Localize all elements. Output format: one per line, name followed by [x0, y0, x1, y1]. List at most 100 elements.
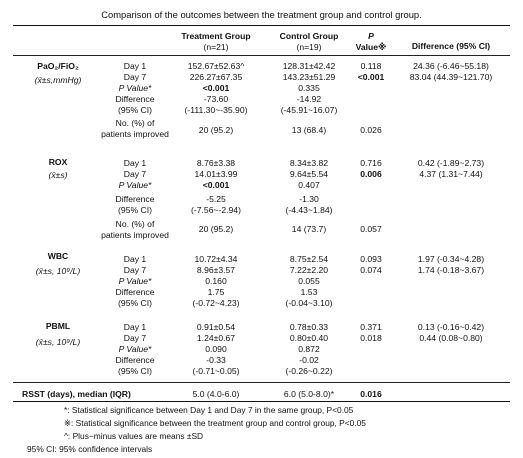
cell-p: 0.026	[360, 125, 382, 135]
cell-p: 0.716	[360, 158, 382, 168]
cell-difference: 0.13 (-0.16~0.42)	[417, 322, 485, 332]
cell-p: 0.057	[360, 224, 382, 234]
cell-control: -1.30	[299, 194, 319, 204]
row-label: No. (%) of	[115, 118, 155, 128]
row-label: Day 7	[123, 169, 147, 179]
cell-treatment: (-0.71~0.05)	[192, 366, 240, 376]
cell-difference: 4.37 (1.31~7.44)	[419, 169, 483, 179]
row-label: Difference	[115, 194, 155, 204]
cell-treatment: (-111.30~-35.90)	[184, 105, 248, 115]
cell-treatment: 8.76±3.38	[196, 158, 236, 168]
cell-difference: 0.44 (0.08~0.80)	[419, 333, 483, 343]
group-wbc-unit: (x̄±s, 10⁹/L)	[35, 266, 81, 276]
cell-difference: 83.04 (44.39~121.70)	[409, 72, 493, 82]
header-difference: Difference (95% CI)	[411, 41, 491, 51]
row-label: P Value*	[118, 83, 152, 93]
cell-control: -0.02	[299, 355, 319, 365]
cell-p: 0.074	[360, 265, 382, 275]
cell-treatment: <0.001	[202, 83, 230, 93]
group-pao2-name: PaO₂/FiO₂	[37, 61, 79, 71]
cell-difference: 1.97 (-0.34~4.28)	[417, 254, 485, 264]
header-control: Control Group	[279, 31, 339, 41]
row-label: Day 7	[123, 265, 147, 275]
row-label: Day 1	[123, 254, 147, 264]
cell-treatment: -5.25	[206, 194, 226, 204]
rsst-label: RSST (days), median (IQR)	[22, 389, 131, 399]
cell-treatment: 1.75	[207, 287, 225, 297]
top-rule	[13, 25, 510, 26]
cell-p: 0.371	[360, 322, 382, 332]
cell-control: (-0.04~3.10)	[285, 298, 333, 308]
row-label: (95% CI)	[118, 105, 152, 115]
table-title: Comparison of the outcomes between the t…	[101, 9, 422, 20]
cell-treatment: <0.001	[202, 180, 230, 190]
cell-control: 0.872	[298, 344, 320, 354]
row-label: (95% CI)	[118, 298, 152, 308]
row-label: (95% CI)	[118, 205, 152, 215]
row-label: patients improved	[101, 230, 169, 240]
group-wbc-name: WBC	[47, 251, 69, 261]
cell-treatment: 1.24±0.67	[196, 333, 236, 343]
cell-control: (-45.91~16.07)	[280, 105, 338, 115]
cell-control: 9.64±5.54	[289, 169, 329, 179]
header-control-n: (n=19)	[296, 42, 322, 52]
cell-treatment: 5.0 (4.0-6.0)	[192, 389, 240, 399]
cell-difference: 1.74 (-0.18~3.67)	[417, 265, 485, 275]
cell-control: 0.407	[298, 180, 320, 190]
cell-treatment: 14.01±3.99	[194, 169, 238, 179]
group-pbml-unit: (x̄±s, 10⁹/L)	[35, 337, 81, 347]
group-rox-unit: (x̄±s)	[48, 170, 68, 180]
cell-control: 7.22±2.20	[289, 265, 329, 275]
rsst-rule	[13, 382, 510, 383]
cell-control: 0.80±0.40	[289, 333, 329, 343]
row-label: P Value*	[118, 344, 152, 354]
cell-difference: 24.36 (-6.46~55.18)	[413, 61, 489, 71]
cell-p: 0.016	[360, 389, 382, 399]
cell-control: 6.0 (5.0-8.0)*	[283, 389, 335, 399]
group-rox-name: ROX	[48, 157, 68, 167]
row-label: Day 1	[123, 61, 147, 71]
row-label: Day 7	[123, 333, 147, 343]
row-label: Day 1	[123, 158, 147, 168]
cell-treatment: 8.96±3.57	[196, 265, 236, 275]
row-label: Difference	[115, 94, 155, 104]
cell-p: 0.006	[360, 169, 382, 179]
cell-treatment: 20 (95.2)	[198, 125, 234, 135]
cell-control: 8.34±3.82	[289, 158, 329, 168]
cell-p: 0.018	[360, 333, 382, 343]
cell-treatment: 0.160	[205, 276, 227, 286]
footnote-4: 95% CI: 95% confidence intervals	[27, 444, 153, 454]
cell-control: (-4.43~1.84)	[285, 205, 333, 215]
cell-treatment: 0.090	[205, 344, 227, 354]
group-pbml-name: PBML	[45, 321, 71, 331]
cell-treatment: (-0.72~4.23)	[192, 298, 240, 308]
cell-control: 1.53	[300, 287, 318, 297]
cell-control: 13 (68.4)	[291, 125, 327, 135]
cell-treatment: 0.91±0.54	[196, 322, 236, 332]
header-treatment-n: (n=21)	[203, 42, 229, 52]
cell-control: (-0.26~0.22)	[285, 366, 333, 376]
cell-difference: 0.42 (-1.89~2.73)	[417, 158, 485, 168]
cell-treatment: 152.67±52.63^	[187, 61, 245, 71]
cell-p: 0.118	[360, 61, 382, 71]
cell-control: 0.78±0.33	[289, 322, 329, 332]
header-rule	[13, 55, 510, 56]
row-label: P Value*	[118, 276, 152, 286]
cell-control: 128.31±42.42	[282, 61, 336, 71]
cell-control: 143.23±51.29	[282, 72, 336, 82]
group-pao2-unit: (x̄±s,mmHg)	[34, 75, 82, 85]
cell-p: 0.093	[360, 254, 382, 264]
cell-treatment: (-7.56~-2.94)	[191, 205, 241, 215]
footnote-3: ^: Plus−minus values are means ±SD	[64, 431, 204, 441]
row-label: (95% CI)	[118, 366, 152, 376]
cell-treatment: 10.72±4.34	[194, 254, 238, 264]
cell-control: 0.055	[298, 276, 320, 286]
row-label: patients improved	[101, 129, 169, 139]
cell-p: <0.001	[357, 72, 385, 82]
cell-treatment: 20 (95.2)	[198, 224, 234, 234]
cell-control: -14.92	[296, 94, 322, 104]
row-label: Day 7	[123, 72, 147, 82]
cell-control: 14 (73.7)	[291, 224, 327, 234]
cell-treatment: 226.27±67.35	[189, 72, 243, 82]
cell-treatment: -0.33	[206, 355, 226, 365]
